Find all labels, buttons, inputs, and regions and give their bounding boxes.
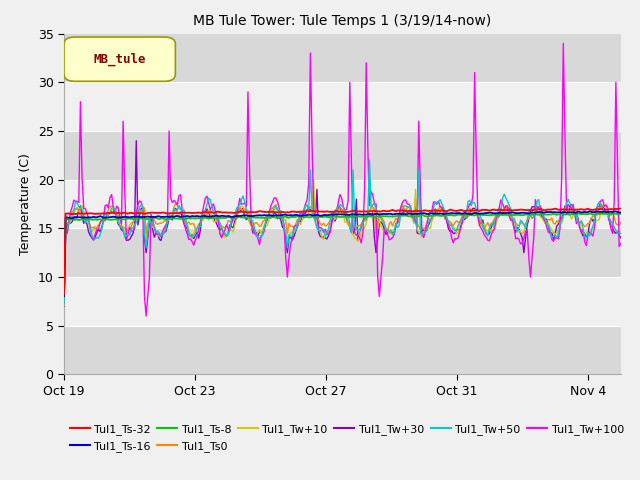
Tul1_Ts-8 xyxy=(397,213,404,218)
Tul1_Ts0 xyxy=(518,220,526,226)
Bar xyxy=(64,326,621,374)
Line: Tul1_Ts-16: Tul1_Ts-16 xyxy=(64,211,621,296)
Tul1_Ts-8 xyxy=(141,216,148,221)
Tul1_Tw+100 xyxy=(141,294,148,300)
Tul1_Ts-32 xyxy=(161,210,168,216)
Legend: Tul1_Ts-32, Tul1_Ts-16, Tul1_Ts-8, Tul1_Ts0, Tul1_Tw+10, Tul1_Tw+30, Tul1_Tw+50,: Tul1_Ts-32, Tul1_Ts-16, Tul1_Ts-8, Tul1_… xyxy=(70,424,624,452)
Tul1_Ts-16 xyxy=(586,208,593,214)
Tul1_Ts-32 xyxy=(545,207,552,213)
Tul1_Ts0 xyxy=(547,217,554,223)
Tul1_Ts-8 xyxy=(617,211,625,216)
Tul1_Tw+10 xyxy=(617,229,625,235)
Tul1_Tw+50 xyxy=(617,230,625,236)
Tul1_Tw+50 xyxy=(161,230,168,236)
Line: Tul1_Ts0: Tul1_Ts0 xyxy=(64,204,621,300)
FancyBboxPatch shape xyxy=(64,37,175,81)
Tul1_Tw+10 xyxy=(507,210,515,216)
Tul1_Ts-32 xyxy=(617,205,625,211)
Tul1_Ts-16 xyxy=(516,210,524,216)
Tul1_Ts-8 xyxy=(516,212,524,218)
Tul1_Tw+100 xyxy=(142,313,150,319)
Tul1_Tw+30 xyxy=(399,210,406,216)
Tul1_Ts0 xyxy=(399,202,406,208)
Tul1_Ts0 xyxy=(60,297,68,303)
Tul1_Ts-32 xyxy=(397,208,404,214)
Tul1_Tw+100 xyxy=(518,240,526,246)
Line: Tul1_Tw+50: Tul1_Tw+50 xyxy=(64,160,621,304)
Tul1_Tw+50 xyxy=(518,219,526,225)
Tul1_Ts-16 xyxy=(161,214,168,220)
Line: Tul1_Ts-32: Tul1_Ts-32 xyxy=(64,208,621,294)
Tul1_Tw+10 xyxy=(399,211,406,216)
Y-axis label: Temperature (C): Temperature (C) xyxy=(19,153,32,255)
Tul1_Ts-16 xyxy=(60,293,68,299)
Tul1_Ts-32 xyxy=(141,211,148,216)
Tul1_Ts0 xyxy=(507,216,515,221)
Tul1_Tw+50 xyxy=(399,207,406,213)
Bar xyxy=(64,34,621,82)
Tul1_Ts-16 xyxy=(505,210,513,216)
Tul1_Ts-16 xyxy=(397,211,404,217)
Tul1_Ts-32 xyxy=(516,207,524,213)
Tul1_Ts0 xyxy=(617,219,625,225)
Text: MB_tule: MB_tule xyxy=(93,52,146,66)
Line: Tul1_Tw+30: Tul1_Tw+30 xyxy=(64,141,621,306)
Tul1_Ts-32 xyxy=(60,291,68,297)
Line: Tul1_Tw+100: Tul1_Tw+100 xyxy=(64,43,621,316)
Tul1_Ts-8 xyxy=(545,212,552,217)
Tul1_Tw+50 xyxy=(365,157,373,163)
Tul1_Tw+30 xyxy=(142,250,150,255)
Tul1_Tw+30 xyxy=(132,138,140,144)
Tul1_Ts0 xyxy=(141,206,148,212)
Tul1_Tw+50 xyxy=(60,301,68,307)
Tul1_Tw+100 xyxy=(559,40,567,46)
Tul1_Tw+10 xyxy=(518,230,526,236)
Tul1_Tw+100 xyxy=(162,222,170,228)
Tul1_Tw+10 xyxy=(310,177,317,182)
Tul1_Tw+10 xyxy=(161,228,168,234)
Tul1_Tw+100 xyxy=(507,217,515,223)
Tul1_Tw+50 xyxy=(547,228,554,233)
Tul1_Tw+30 xyxy=(518,235,526,241)
Tul1_Tw+10 xyxy=(141,205,148,211)
Tul1_Tw+100 xyxy=(60,300,68,305)
Title: MB Tule Tower: Tule Temps 1 (3/19/14-now): MB Tule Tower: Tule Temps 1 (3/19/14-now… xyxy=(193,14,492,28)
Tul1_Tw+100 xyxy=(399,200,406,205)
Tul1_Tw+100 xyxy=(547,229,554,235)
Tul1_Ts0 xyxy=(172,201,180,206)
Bar xyxy=(64,82,621,131)
Tul1_Tw+30 xyxy=(507,214,515,219)
Bar xyxy=(64,228,621,277)
Line: Tul1_Ts-8: Tul1_Ts-8 xyxy=(64,214,621,297)
Tul1_Tw+50 xyxy=(507,206,515,212)
Tul1_Tw+50 xyxy=(141,230,148,236)
Tul1_Tw+30 xyxy=(162,228,170,234)
Bar xyxy=(64,131,621,180)
Tul1_Ts-8 xyxy=(60,294,68,300)
Tul1_Ts-8 xyxy=(161,216,168,222)
Tul1_Tw+30 xyxy=(617,235,625,240)
Tul1_Tw+30 xyxy=(60,303,68,309)
Line: Tul1_Tw+10: Tul1_Tw+10 xyxy=(64,180,621,305)
Tul1_Ts-16 xyxy=(141,214,148,220)
Tul1_Tw+100 xyxy=(617,240,625,246)
Tul1_Tw+10 xyxy=(547,224,554,229)
Tul1_Ts-8 xyxy=(505,212,513,217)
Tul1_Tw+10 xyxy=(60,302,68,308)
Tul1_Ts-32 xyxy=(505,207,513,213)
Tul1_Ts-16 xyxy=(545,209,552,215)
Tul1_Ts0 xyxy=(161,218,168,224)
Tul1_Ts-16 xyxy=(617,210,625,216)
Bar xyxy=(64,180,621,228)
Tul1_Tw+30 xyxy=(547,230,554,236)
Bar xyxy=(64,277,621,326)
